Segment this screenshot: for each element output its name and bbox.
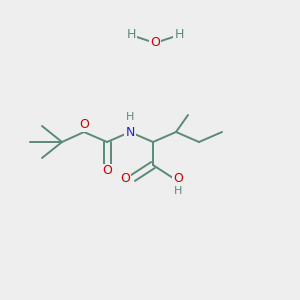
Text: O: O (120, 172, 130, 184)
Text: H: H (126, 28, 136, 41)
Text: N: N (125, 125, 135, 139)
Text: O: O (102, 164, 112, 178)
Text: O: O (79, 118, 89, 130)
Text: H: H (174, 186, 182, 196)
Text: O: O (173, 172, 183, 184)
Text: H: H (174, 28, 184, 41)
Text: H: H (126, 112, 134, 122)
Text: O: O (150, 37, 160, 50)
